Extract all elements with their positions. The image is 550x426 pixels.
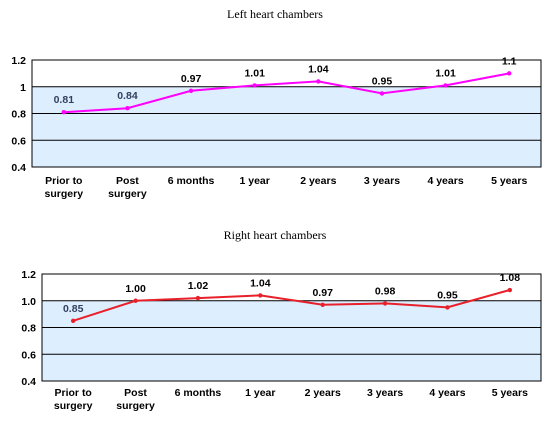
right-data-label: 0.95 bbox=[437, 289, 458, 301]
right-data-label: 1.08 bbox=[500, 272, 521, 284]
left-y-tick-label: 1.2 bbox=[11, 55, 26, 67]
left-data-point bbox=[188, 88, 194, 93]
left-data-label: 0.84 bbox=[117, 90, 138, 102]
right-y-tick-label: 0.4 bbox=[21, 376, 36, 388]
left-x-tick-label: 3 years bbox=[364, 175, 400, 187]
left-data-point bbox=[506, 71, 512, 76]
right-data-label: 1.04 bbox=[250, 277, 271, 289]
right-data-point bbox=[382, 301, 388, 306]
left-x-tick-label: surgery bbox=[45, 188, 84, 200]
right-data-point bbox=[445, 305, 450, 310]
left-x-tick-label: surgery bbox=[108, 188, 147, 200]
right-chart-title: Right heart chambers bbox=[224, 228, 327, 242]
left-data-label: 1.01 bbox=[244, 67, 265, 79]
right-reference-band bbox=[42, 300, 541, 381]
left-x-tick-label: 2 years bbox=[300, 175, 336, 187]
left-data-point bbox=[379, 91, 385, 96]
right-x-tick-label: 3 years bbox=[367, 387, 403, 399]
right-x-tick-label: Post bbox=[124, 387, 147, 399]
left-x-tick-label: 4 years bbox=[427, 175, 463, 187]
left-data-point bbox=[316, 79, 321, 84]
right-data-label: 0.98 bbox=[375, 285, 396, 297]
left-heart-chart: Left heart chambers 0.4 0.6 0.8 1 1.2 Prior to… bbox=[11, 7, 542, 200]
right-data-point bbox=[320, 302, 325, 307]
right-x-tick-label: surgery bbox=[54, 400, 93, 412]
left-reference-band bbox=[32, 86, 541, 167]
left-series-line bbox=[63, 72, 510, 114]
right-data-label: 1.00 bbox=[125, 283, 146, 295]
left-x-tick-label: Post bbox=[116, 175, 139, 187]
right-y-tick-label: 1.2 bbox=[21, 269, 36, 281]
right-x-tick-label: 5 years bbox=[492, 387, 528, 399]
left-data-point bbox=[443, 83, 448, 88]
left-data-label: 0.95 bbox=[372, 75, 393, 87]
right-data-point bbox=[133, 298, 138, 303]
right-data-point bbox=[258, 293, 263, 298]
right-heart-chart-svg: Right heart chambers 0.4 0.6 0.8 1.0 1.2 Prior… bbox=[21, 228, 542, 412]
left-data-point bbox=[61, 109, 67, 115]
left-data-label: 1.1 bbox=[502, 55, 517, 67]
right-data-point bbox=[70, 318, 76, 324]
right-x-tick-label: 6 months bbox=[175, 387, 222, 399]
left-x-tick-label: 1 year bbox=[240, 175, 270, 187]
left-data-label: 1.04 bbox=[308, 63, 329, 75]
left-y-tick-label: 1 bbox=[20, 82, 26, 94]
left-plot-border bbox=[31, 59, 542, 168]
right-data-label: 1.02 bbox=[188, 280, 209, 292]
left-x-tick-label: 6 months bbox=[168, 175, 215, 187]
left-y-tick-label: 0.4 bbox=[11, 162, 26, 174]
right-plot-border bbox=[41, 273, 542, 382]
left-y-tick-label: 0.8 bbox=[11, 109, 26, 121]
right-x-tick-label: 2 years bbox=[305, 387, 341, 399]
left-y-tick-label: 0.6 bbox=[11, 135, 26, 147]
right-x-tick-label: surgery bbox=[116, 400, 155, 412]
left-chart-title: Left heart chambers bbox=[227, 7, 323, 21]
right-data-label: 0.85 bbox=[63, 303, 84, 315]
right-series-line bbox=[72, 289, 511, 322]
right-x-tick-label: Prior to bbox=[55, 387, 92, 399]
right-y-tick-label: 0.8 bbox=[21, 323, 36, 335]
left-data-point bbox=[125, 105, 130, 111]
left-data-label: 0.81 bbox=[54, 94, 75, 106]
left-data-label: 1.01 bbox=[435, 67, 456, 79]
left-x-tick-label: Prior to bbox=[45, 175, 82, 187]
right-x-tick-label: 4 years bbox=[429, 387, 465, 399]
right-y-tick-label: 0.6 bbox=[21, 349, 36, 361]
right-x-tick-label: 1 year bbox=[245, 387, 275, 399]
right-data-point bbox=[195, 295, 201, 301]
left-data-label: 0.97 bbox=[181, 73, 202, 85]
right-data-label: 0.97 bbox=[312, 287, 333, 299]
right-heart-chart: Right heart chambers 0.4 0.6 0.8 1.0 1.2 Prior… bbox=[0, 213, 550, 426]
left-x-tick-label: 5 years bbox=[491, 175, 527, 187]
right-y-tick-label: 1.0 bbox=[21, 296, 36, 308]
left-data-point bbox=[252, 83, 257, 88]
right-data-point bbox=[507, 287, 513, 293]
